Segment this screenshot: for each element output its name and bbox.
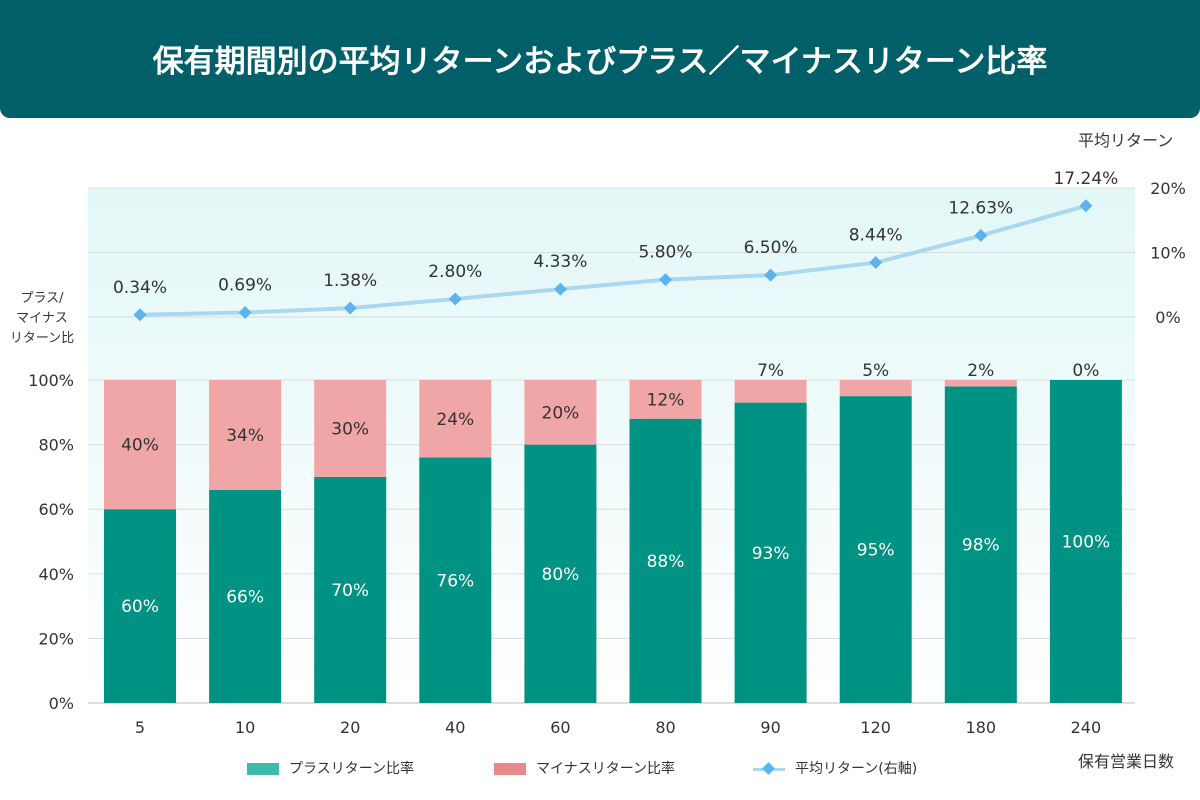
left-axis-title: プラス/	[20, 291, 64, 306]
bar-minus	[839, 380, 912, 397]
avg-return-label: 8.44%	[849, 226, 903, 246]
legend-label-line: 平均リターン(右軸)	[795, 761, 918, 777]
bar-plus	[209, 489, 282, 703]
bar-minus	[944, 380, 1017, 387]
bar-label-plus: 70%	[331, 581, 369, 601]
bar-label-minus: 30%	[331, 419, 369, 439]
avg-return-point	[659, 273, 672, 287]
avg-return-label: 1.38%	[323, 271, 377, 291]
y-tick-label-left: 40%	[38, 565, 74, 584]
bar-label-minus: 2%	[967, 361, 994, 381]
bar-label-plus: 80%	[542, 565, 580, 585]
bar-label-plus: 66%	[226, 587, 264, 607]
legend-label-minus: マイナスリターン比率	[536, 761, 676, 777]
y-tick-label-right: 10%	[1150, 244, 1186, 263]
bar-label-plus: 95%	[857, 541, 895, 561]
bar-plus	[734, 402, 807, 703]
x-tick-label: 10	[235, 718, 255, 737]
avg-return-point	[869, 256, 883, 270]
avg-return-point	[238, 306, 252, 320]
x-tick-label: 180	[966, 718, 997, 737]
x-axis-title: 保有営業日数	[1078, 752, 1175, 771]
legend-swatch-line	[753, 762, 785, 775]
bar-label-minus: 0%	[1072, 361, 1099, 381]
bar-label-plus: 60%	[121, 597, 159, 617]
bar-plus	[944, 386, 1017, 703]
avg-return-label: 0.34%	[113, 278, 167, 298]
avg-return-label: 6.50%	[744, 238, 798, 258]
left-axis-title: マイナス	[16, 311, 68, 326]
bar-minus	[734, 380, 807, 403]
y-tick-label-right: 0%	[1155, 308, 1180, 327]
bar-label-plus: 98%	[962, 536, 1000, 556]
x-tick-label: 90	[760, 718, 780, 737]
bar-minus	[419, 380, 492, 458]
bar-plus	[839, 396, 912, 703]
avg-return-label: 5.80%	[638, 243, 692, 263]
avg-return-point	[1079, 199, 1093, 213]
legend-item-line: 平均リターン(右軸)	[753, 758, 917, 778]
avg-return-label: 17.24%	[1053, 169, 1118, 189]
y-tick-label-left: 20%	[38, 629, 74, 648]
y-tick-label-left: 60%	[38, 500, 74, 519]
avg-return-point	[764, 268, 778, 282]
x-tick-label: 5	[135, 718, 145, 737]
bar-plus	[419, 457, 492, 703]
bar-minus	[209, 380, 282, 490]
bar-label-plus: 100%	[1062, 533, 1111, 553]
avg-return-line	[139, 203, 1087, 317]
bar-minus	[629, 380, 702, 419]
avg-return-label: 2.80%	[428, 262, 482, 282]
bar-minus	[524, 380, 597, 445]
bar-minus	[104, 380, 176, 510]
x-tick-label: 20	[340, 718, 360, 737]
y-tick-label-right: 20%	[1150, 179, 1186, 198]
bar-label-minus: 5%	[862, 361, 889, 381]
y-tick-label-left: 100%	[28, 371, 74, 390]
avg-return-point	[553, 282, 567, 296]
bar-label-minus: 7%	[757, 361, 784, 381]
bar-plus	[314, 476, 387, 703]
avg-return-point	[343, 301, 357, 315]
x-tick-label: 60	[550, 718, 570, 737]
legend-item-minus: マイナスリターン比率	[494, 758, 675, 778]
left-axis-title: リターン比	[10, 331, 74, 346]
bar-label-minus: 40%	[121, 436, 159, 456]
bar-label-minus: 34%	[226, 426, 264, 446]
bar-label-plus: 76%	[436, 571, 474, 591]
bar-plus	[629, 418, 702, 703]
chart-title: 保有期間別の平均リターンおよびプラス／マイナスリターン比率	[152, 44, 1048, 80]
y-tick-label-left: 80%	[38, 436, 74, 455]
x-tick-label: 40	[445, 718, 465, 737]
legend-swatch-plus	[247, 763, 279, 775]
legend: プラスリターン比率 マイナスリターン比率 平均リターン(右軸)	[0, 758, 1200, 782]
avg-return-label: 12.63%	[948, 199, 1013, 219]
legend-item-plus: プラスリターン比率	[247, 758, 414, 778]
bar-label-minus: 20%	[542, 403, 580, 423]
x-tick-label: 240	[1071, 718, 1102, 737]
y-tick-label-left: 0%	[49, 694, 74, 713]
legend-label-plus: プラスリターン比率	[289, 761, 415, 777]
x-tick-label: 120	[860, 718, 891, 737]
bar-label-minus: 12%	[647, 390, 685, 410]
x-tick-label: 80	[655, 718, 675, 737]
avg-return-point	[133, 308, 147, 322]
title-bar: 保有期間別の平均リターンおよびプラス／マイナスリターン比率	[0, 0, 1200, 118]
bar-plus	[524, 444, 597, 703]
bar-label-plus: 88%	[647, 552, 685, 572]
legend-swatch-minus	[494, 763, 526, 775]
right-axis-title: 平均リターン	[1078, 131, 1174, 150]
avg-return-label: 4.33%	[533, 252, 587, 272]
bar-plus	[1049, 380, 1122, 703]
bar-label-minus: 24%	[436, 410, 474, 430]
bar-minus	[314, 380, 387, 477]
bar-plus	[104, 509, 176, 703]
avg-return-label: 0.69%	[218, 276, 272, 296]
bar-label-plus: 93%	[752, 544, 790, 564]
avg-return-point	[974, 229, 988, 243]
avg-return-point	[448, 292, 462, 306]
